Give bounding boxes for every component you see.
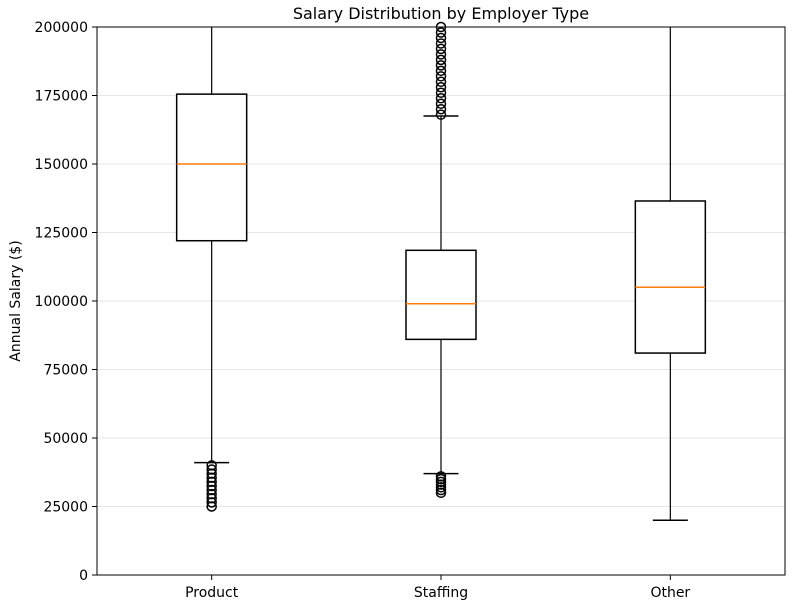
y-tick-label-5: 125000 bbox=[35, 226, 88, 242]
chart-title: Salary Distribution by Employer Type bbox=[293, 4, 589, 23]
outlier-staffing-6 bbox=[435, 471, 447, 482]
outlier-product-6 bbox=[206, 476, 217, 488]
outlier-staffing-15 bbox=[435, 65, 447, 77]
outlier-product-8 bbox=[206, 468, 217, 479]
outlier-staffing-21 bbox=[435, 32, 447, 44]
outlier-product-5 bbox=[206, 480, 217, 492]
y-tick-label-1: 25000 bbox=[43, 500, 88, 516]
y-tick-label-2: 50000 bbox=[43, 431, 88, 447]
box-other bbox=[634, 200, 707, 354]
outlier-staffing-1 bbox=[435, 484, 447, 496]
outlier-staffing-0 bbox=[435, 487, 447, 499]
y-axis-label: Annual Salary ($) bbox=[8, 240, 24, 361]
x-tick-label-product: Product bbox=[185, 585, 239, 601]
outlier-product-9 bbox=[206, 464, 217, 475]
outlier-staffing-9 bbox=[435, 98, 447, 109]
outlier-staffing-18 bbox=[435, 49, 447, 60]
outlier-staffing-14 bbox=[435, 71, 447, 82]
box-staffing bbox=[405, 249, 477, 341]
box-product bbox=[175, 93, 248, 242]
outlier-staffing-13 bbox=[435, 76, 447, 88]
outlier-staffing-11 bbox=[435, 87, 447, 99]
box-layer bbox=[175, 21, 707, 521]
x-tick-label-other: Other bbox=[650, 585, 690, 601]
outlier-product-4 bbox=[206, 484, 217, 496]
outlier-product-2 bbox=[206, 493, 217, 504]
x-tick-label-staffing: Staffing bbox=[414, 585, 468, 601]
outlier-staffing-16 bbox=[435, 60, 447, 71]
outlier-staffing-3 bbox=[435, 479, 447, 490]
outlier-staffing-5 bbox=[435, 473, 447, 485]
outlier-staffing-8 bbox=[435, 103, 447, 115]
y-tick-label-8: 200000 bbox=[35, 20, 88, 36]
y-tick-label-7: 175000 bbox=[35, 89, 88, 105]
y-tick-label-3: 75000 bbox=[43, 363, 88, 379]
y-tick-label-6: 150000 bbox=[35, 157, 88, 173]
outlier-staffing-17 bbox=[435, 54, 447, 66]
y-tick-label-0: 0 bbox=[79, 568, 88, 584]
outlier-staffing-12 bbox=[435, 82, 447, 93]
outlier-staffing-19 bbox=[435, 43, 447, 55]
outlier-product-1 bbox=[206, 497, 217, 508]
outlier-product-10 bbox=[206, 460, 217, 471]
outlier-staffing-4 bbox=[435, 476, 447, 488]
outlier-product-3 bbox=[206, 488, 217, 500]
outlier-product-0 bbox=[206, 501, 217, 512]
outlier-staffing-20 bbox=[435, 38, 447, 49]
axis-layer: 0 25000 50000 75000 100000 125000 150000 175000… bbox=[35, 20, 691, 601]
outlier-staffing-7 bbox=[435, 109, 447, 120]
outlier-staffing-22 bbox=[435, 27, 447, 38]
outlier-staffing-10 bbox=[435, 92, 447, 104]
outlier-product-7 bbox=[206, 472, 217, 483]
y-tick-label-4: 100000 bbox=[35, 294, 88, 310]
outlier-staffing-2 bbox=[435, 482, 447, 493]
